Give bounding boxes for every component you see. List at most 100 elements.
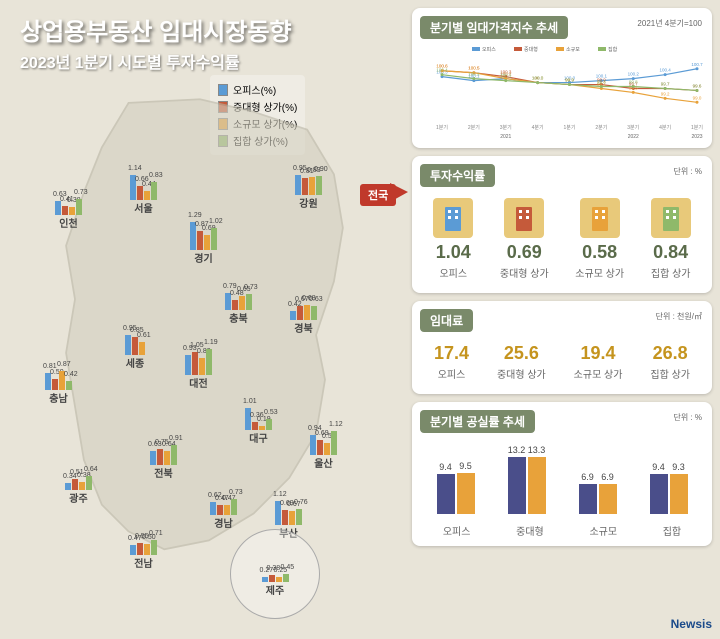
mini-bar-value: 0.90: [314, 166, 328, 173]
vacancy-label: 중대형: [516, 523, 544, 538]
vacancy-label: 집합: [663, 523, 681, 538]
mini-bar: 0.80: [199, 358, 205, 375]
roi-value: 0.84: [651, 242, 691, 263]
vacancy-bar-curr: 9.5: [457, 473, 475, 514]
svg-text:100.4: 100.4: [436, 68, 448, 73]
vacancy-value: 6.9: [599, 472, 617, 482]
region-name: 경북: [290, 320, 317, 335]
svg-text:3분기: 3분기: [627, 124, 639, 131]
vacancy-group: 9.49.3: [650, 474, 688, 514]
region-name: 서울: [130, 200, 157, 215]
mini-bars: 0.950.810.830.90: [295, 165, 322, 195]
svg-text:1분기: 1분기: [691, 124, 703, 131]
svg-text:100.1: 100.1: [500, 74, 512, 79]
region-인천: 0.630.410.380.73인천: [55, 185, 82, 230]
mini-bar: 0.44: [144, 191, 150, 200]
region-name: 경기: [190, 250, 217, 265]
svg-text:100.5: 100.5: [468, 66, 480, 71]
mini-bar-value: 0.91: [169, 435, 183, 442]
mini-bar: 0.63: [150, 451, 156, 465]
mini-bar-value: 0.42: [64, 371, 78, 378]
rent-label: 오피스: [434, 366, 469, 381]
region-강원: 0.950.810.830.90강원: [295, 165, 322, 210]
vacancy-group: 13.213.3: [508, 457, 546, 514]
region-전남: 0.470.550.500.71전남: [130, 525, 157, 570]
building-icon: [580, 198, 620, 238]
region-충남: 0.810.500.870.42충남: [45, 360, 72, 405]
mini-bar: 0.65: [239, 296, 245, 310]
mini-bar: 0.47: [224, 505, 230, 515]
mini-bar: 0.83: [309, 177, 315, 195]
line-chart-title: 분기별 임대가격지수 추세: [420, 16, 568, 39]
mini-bar: 0.94: [310, 435, 316, 455]
roi-label: 소규모 상가: [575, 265, 624, 280]
mini-bar: 0.69: [282, 510, 288, 525]
mini-bar-value: 0.71: [149, 530, 163, 537]
rent-item: 25.6중대형 상가: [497, 343, 546, 381]
mini-bar: 0.68: [304, 305, 310, 320]
mini-bar-value: 1.01: [243, 398, 257, 405]
mini-bar: 0.51: [72, 479, 78, 490]
mini-bar-value: 0.45: [281, 564, 295, 571]
vacancy-value: 6.9: [579, 472, 597, 482]
mini-bar: 0.38: [69, 207, 75, 215]
map-area: 0.630.410.380.73인천1.140.660.440.83서울1.29…: [0, 65, 400, 635]
svg-text:1분기: 1분기: [564, 124, 576, 131]
roi-value: 0.58: [575, 242, 624, 263]
mini-bar: 0.48: [232, 300, 238, 310]
rent-unit: 단위 : 천원/㎡: [656, 311, 702, 322]
roi-item: 0.69중대형 상가: [500, 198, 549, 280]
svg-text:4분기: 4분기: [532, 124, 544, 131]
mini-bar: 1.05: [192, 352, 198, 375]
mini-bar: 0.76: [296, 509, 302, 525]
mini-bar: 0.85: [132, 337, 138, 355]
mini-bar: 0.50: [52, 379, 58, 390]
mini-bars: 0.420.670.680.63: [290, 290, 317, 320]
region-경북: 0.420.670.680.63경북: [290, 290, 317, 335]
svg-text:99.0: 99.0: [693, 95, 702, 100]
mini-bar-value: 1.12: [329, 421, 343, 428]
mini-bar: 0.25: [276, 577, 282, 581]
mini-bar: 0.95: [125, 335, 131, 355]
mini-bars: 1.140.660.440.83: [130, 170, 157, 200]
svg-text:99.8: 99.8: [629, 80, 638, 85]
roi-item: 0.58 소규모 상가: [575, 198, 624, 280]
rent-label: 집합 상가: [650, 366, 690, 381]
mini-bars: 0.940.690.571.12: [310, 425, 337, 455]
mini-bar: 1.19: [206, 349, 212, 375]
mini-bars: 0.340.510.380.64: [65, 460, 92, 490]
svg-text:99.6: 99.6: [693, 83, 702, 88]
vacancy-value: 9.4: [650, 462, 668, 472]
right-panel: 분기별 임대가격지수 추세 2021년 4분기=100 오피스중대형소규모집합1…: [412, 8, 712, 554]
svg-text:3분기: 3분기: [500, 124, 512, 131]
region-대구: 1.010.360.190.53대구: [245, 400, 272, 445]
vacancy-group: 9.49.5: [437, 473, 475, 514]
svg-text:2분기: 2분기: [468, 124, 480, 131]
region-name: 충북: [225, 310, 252, 325]
vacancy-label: 오피스: [443, 523, 471, 538]
building-icon: [504, 198, 544, 238]
rent-value: 17.4: [434, 343, 469, 364]
korea-map-outline: [20, 85, 380, 585]
rent-value: 26.8: [650, 343, 690, 364]
mini-bar: 0.87: [197, 231, 203, 250]
svg-text:1분기: 1분기: [436, 124, 448, 131]
mini-bar: 0.55: [137, 543, 143, 555]
svg-text:4분기: 4분기: [659, 124, 671, 131]
region-name: 세종: [125, 355, 145, 370]
mini-bar-value: 0.73: [229, 489, 243, 496]
mini-bar: 0.73: [76, 199, 82, 215]
region-name: 광주: [65, 490, 92, 505]
svg-text:집합: 집합: [608, 46, 618, 53]
mini-bars: 0.270.380.250.45: [262, 552, 289, 582]
mini-bars: 1.120.690.670.76: [275, 495, 302, 525]
mini-bar: 0.34: [65, 483, 71, 490]
mini-bar: 0.42: [66, 381, 72, 390]
mini-bar: 0.47: [217, 505, 223, 515]
rent-value: 25.6: [497, 343, 546, 364]
mini-bar: 0.67: [297, 306, 303, 320]
vacancy-value: 13.3: [528, 445, 546, 455]
svg-text:중대형: 중대형: [524, 46, 538, 53]
mini-bar: 0.38: [269, 575, 275, 581]
svg-text:99.8: 99.8: [597, 80, 606, 85]
